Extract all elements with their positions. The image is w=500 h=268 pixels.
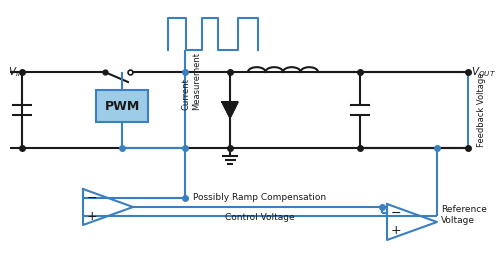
Polygon shape	[222, 102, 238, 118]
Text: Possibly Ramp Compensation: Possibly Ramp Compensation	[193, 193, 326, 203]
Text: Feedback Voltage: Feedback Voltage	[476, 73, 486, 147]
Text: $V_{IN}$: $V_{IN}$	[8, 65, 24, 79]
Text: PWM: PWM	[104, 99, 140, 113]
Text: Control Voltage: Control Voltage	[225, 213, 295, 221]
FancyBboxPatch shape	[96, 90, 148, 122]
Text: −: −	[87, 192, 98, 204]
Text: Current
Measurement: Current Measurement	[182, 52, 201, 110]
Text: $V_{OUT}$: $V_{OUT}$	[471, 65, 496, 79]
Text: +: +	[391, 225, 402, 237]
Text: −: −	[391, 207, 402, 219]
Text: Reference
Voltage: Reference Voltage	[441, 205, 487, 225]
Text: +: +	[87, 210, 98, 222]
